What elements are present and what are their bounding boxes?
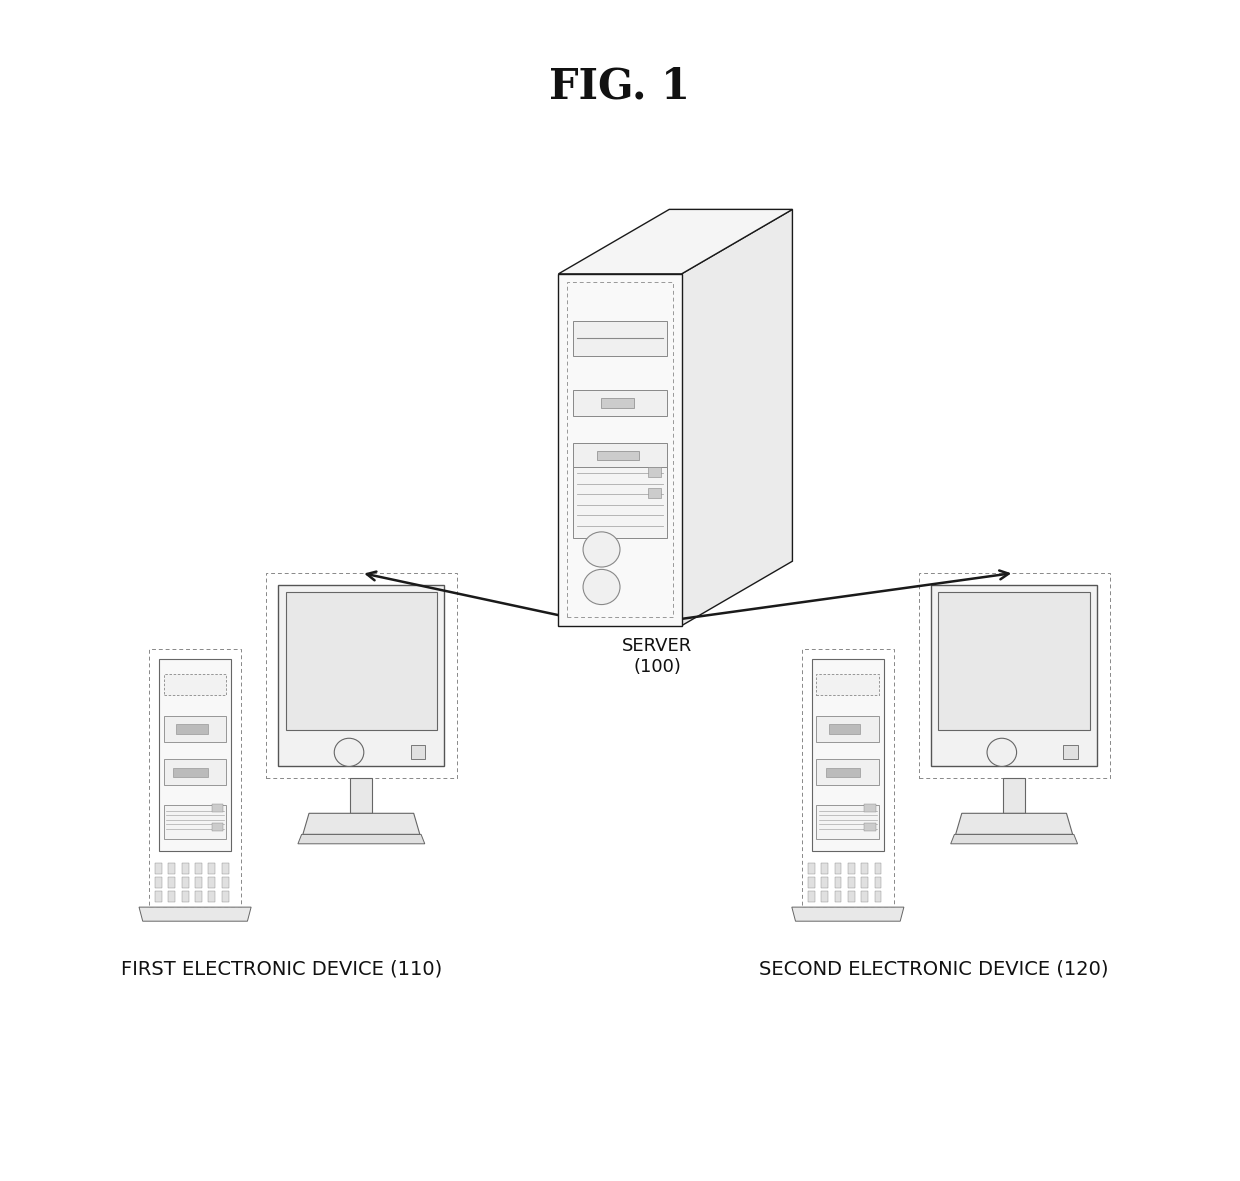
Bar [862,863,868,874]
Bar [155,863,162,874]
Bar [807,892,815,902]
Bar [222,892,228,902]
Bar [212,804,223,813]
Bar [649,489,661,498]
Polygon shape [558,274,682,626]
Polygon shape [956,814,1073,835]
Bar [835,877,842,888]
Bar [601,398,634,407]
Bar [848,877,854,888]
Polygon shape [951,835,1078,843]
Polygon shape [298,835,425,843]
Polygon shape [164,716,227,742]
Polygon shape [164,759,227,785]
Polygon shape [350,778,372,814]
Bar [821,892,828,902]
Bar [807,877,815,888]
Circle shape [583,531,620,567]
Bar [596,451,639,461]
Bar [848,863,854,874]
Polygon shape [573,443,667,469]
Polygon shape [164,673,227,694]
Bar [174,768,207,777]
Polygon shape [816,673,879,694]
Bar [208,877,216,888]
Polygon shape [682,209,792,626]
Polygon shape [265,573,456,778]
Bar [862,892,868,902]
Bar [821,877,828,888]
Bar [222,863,228,874]
Bar [835,892,842,902]
Bar [212,823,223,831]
Bar [649,468,661,477]
Polygon shape [939,592,1090,730]
Polygon shape [573,321,667,355]
Polygon shape [816,716,879,742]
Polygon shape [816,805,879,840]
Bar [169,877,175,888]
Bar [208,892,216,902]
Text: FIG. 1: FIG. 1 [549,65,691,107]
Polygon shape [278,585,444,766]
Text: FIRST ELECTRONIC DEVICE (110): FIRST ELECTRONIC DEVICE (110) [120,960,441,979]
Polygon shape [919,573,1110,778]
Bar [862,877,868,888]
Bar [874,863,882,874]
Bar [222,877,228,888]
Bar [155,892,162,902]
Bar [874,892,882,902]
Polygon shape [811,659,884,850]
Polygon shape [149,650,242,907]
Polygon shape [139,907,252,921]
Bar [864,804,875,813]
Polygon shape [164,805,227,840]
Polygon shape [931,585,1097,766]
Bar [182,863,188,874]
Polygon shape [573,468,667,537]
Bar [155,877,162,888]
Circle shape [335,738,363,766]
Bar [195,892,202,902]
Bar [182,877,188,888]
Bar [195,863,202,874]
Circle shape [583,569,620,605]
Polygon shape [792,907,904,921]
Bar [821,863,828,874]
Polygon shape [285,592,436,730]
Bar [410,745,425,759]
Bar [807,863,815,874]
Bar [176,724,207,733]
Bar [182,892,188,902]
Polygon shape [802,650,894,907]
Bar [830,724,861,733]
Bar [169,892,175,902]
Polygon shape [558,209,792,274]
Bar [1064,745,1079,759]
Bar [826,768,861,777]
Text: SECOND ELECTRONIC DEVICE (120): SECOND ELECTRONIC DEVICE (120) [759,960,1109,979]
Bar [835,863,842,874]
Polygon shape [303,814,420,835]
Polygon shape [573,390,667,416]
Text: SERVER
(100): SERVER (100) [621,638,692,677]
Polygon shape [816,759,879,785]
Bar [848,892,854,902]
Polygon shape [1003,778,1025,814]
Circle shape [987,738,1017,766]
Bar [195,877,202,888]
Bar [208,863,216,874]
Bar [864,823,875,831]
Bar [874,877,882,888]
Bar [169,863,175,874]
Polygon shape [159,659,232,850]
